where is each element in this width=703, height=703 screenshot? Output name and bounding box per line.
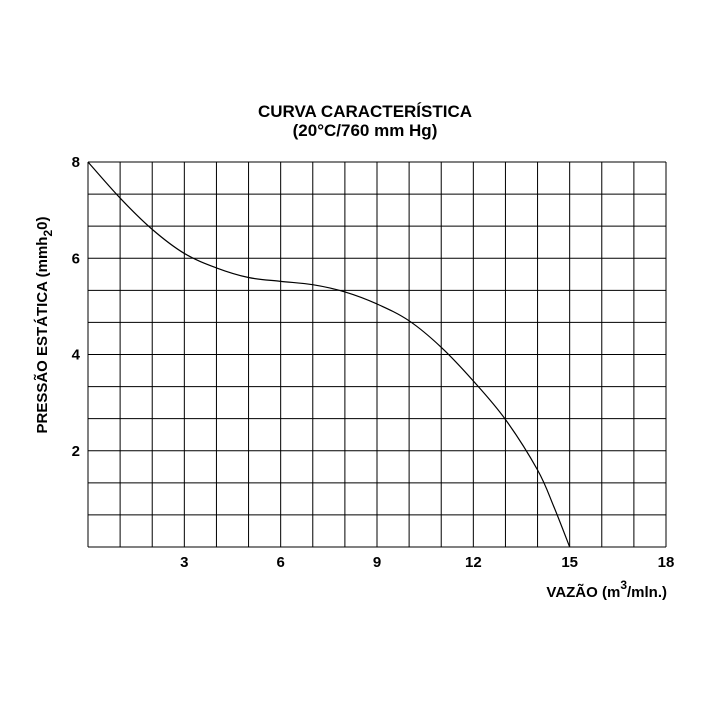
y-tick-label: 4 (72, 347, 81, 364)
chart-subtitle: (20°C/760 mm Hg) (293, 121, 438, 140)
series-line (87, 161, 571, 548)
chart-title: CURVA CARACTERÍSTICA (258, 102, 472, 121)
x-tick-label: 18 (658, 554, 675, 571)
x-tick-label: 12 (465, 554, 482, 571)
x-tick-label: 9 (373, 554, 381, 571)
y-tick-label: 2 (72, 443, 80, 460)
x-axis-label: VAZÃO (m3/mln.) (546, 578, 667, 601)
x-tick-label: 3 (180, 554, 188, 571)
y-axis-label: PRESSÃO ESTÁTICA (mmh20) (33, 217, 55, 434)
grid (87, 161, 667, 548)
y-tick-label: 6 (72, 250, 80, 267)
x-tick-label: 15 (561, 554, 578, 571)
x-tick-labels: 3 6 9 12 15 18 (180, 554, 674, 571)
y-tick-label: 8 (72, 154, 80, 171)
x-tick-label: 6 (276, 554, 284, 571)
y-tick-labels: 2 4 6 8 (72, 154, 81, 460)
